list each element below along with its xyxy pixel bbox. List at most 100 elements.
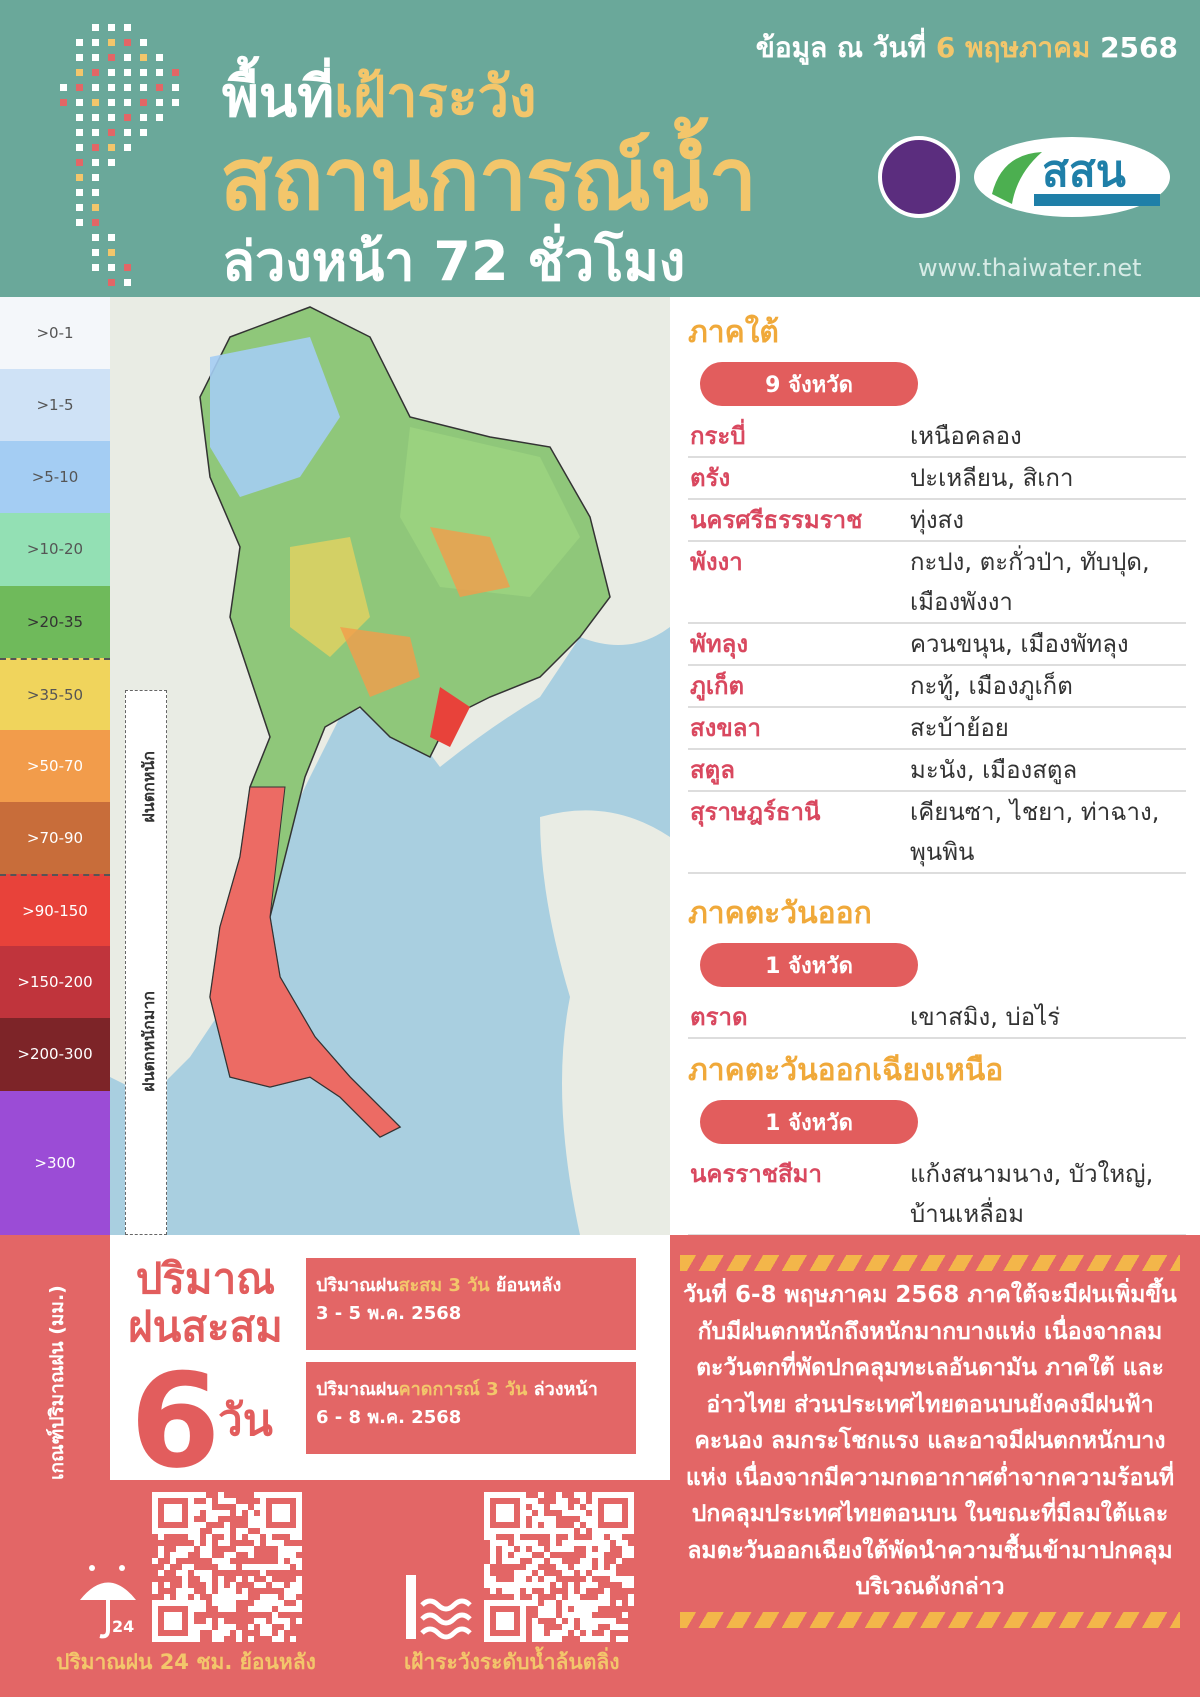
summary-text: วันที่ 6-8 พฤษภาคม 2568 ภาคใต้จะมีฝนเพิ่…	[683, 1282, 1177, 1600]
legend-band: >20-35	[0, 585, 110, 658]
region-heading: ภาคตะวันออก	[688, 896, 872, 931]
thailand-dot-map-icon	[60, 24, 179, 286]
district-list: ทุ่งสง	[910, 506, 964, 534]
page-title: สถานการณ์น้ำ	[220, 130, 757, 230]
province-row: นครศรีธรรมราช ทุ่งสง	[688, 500, 1186, 542]
box-date: 3 - 5 พ.ค. 2568	[316, 1303, 462, 1324]
rain-legend: >0-1 >1-5 >5-10 >10-20 >20-35 >35-50 >50-70 >70…	[0, 297, 110, 1235]
box-date: 6 - 8 พ.ค. 2568	[316, 1407, 462, 1428]
province-name: นครศรีธรรมราช	[690, 506, 863, 534]
box-text: ปริมาณฝน	[316, 1275, 399, 1296]
province-count-badge: 1 จังหวัด	[700, 943, 918, 987]
accum-days-unit: วัน	[218, 1395, 273, 1446]
province-row: สตูล มะนัง, เมืองสตูล	[688, 750, 1186, 792]
umbrella-rain-24-icon: 24	[80, 1565, 136, 1639]
district-list: มะนัง, เมืองสตูล	[910, 756, 1078, 784]
date-prefix: ข้อมูล ณ วันที่	[755, 31, 927, 64]
legend-band: >90-150	[0, 874, 110, 947]
district-list: สะบ้าย้อย	[910, 714, 1009, 742]
province-name: ภูเก็ต	[690, 672, 745, 700]
legend-band: >35-50	[0, 657, 110, 730]
heavy-rain-label: ฝนตกหนัก	[139, 751, 158, 823]
province-name: ตรัง	[690, 464, 731, 492]
legend-band: >200-300	[0, 1018, 110, 1091]
province-row: พัทลุง ควนขนุน, เมืองพัทลุง	[688, 624, 1186, 666]
accum-days: 6	[130, 1345, 221, 1497]
title-part: พื้นที่	[222, 65, 335, 130]
watch-area-list: ภาคใต้ 9 จังหวัดกระบี่ เหนือคลองตรัง ปะเหลี…	[670, 297, 1200, 1236]
website-link[interactable]: www.thaiwater.net	[918, 254, 1142, 282]
box-highlight: คาดการณ์ 3 วัน	[398, 1379, 528, 1400]
title-sub: ล่วงหน้า 72 ชั่วโมง	[222, 230, 686, 293]
heavy-rain-indicator: ฝนตกหนัก ฝนตกหนักมาก	[125, 690, 167, 1235]
district-list: ปะเหลียน, สิเกา	[910, 464, 1074, 492]
box-text: ล่วงหน้า	[533, 1379, 598, 1400]
date-highlight: 6 พฤษภาคม	[935, 31, 1091, 64]
province-name: สุราษฎร์ธานี	[690, 798, 821, 826]
accum-line2: ฝนสะสม	[128, 1302, 283, 1351]
legend-band: >300	[0, 1090, 110, 1235]
province-count-badge: 1 จังหวัด	[700, 1100, 918, 1144]
title-highlight: เฝ้าระวัง	[334, 65, 537, 130]
forecast-rain-box: ปริมาณฝนคาดการณ์ 3 วัน ล่วงหน้า 6 - 8 พ.ค…	[306, 1362, 636, 1454]
province-name: พัทลุง	[690, 630, 749, 658]
thailand-map	[110, 297, 670, 1235]
legend-band: >50-70	[0, 729, 110, 802]
district-list: กะทู้, เมืองภูเก็ต	[910, 672, 1073, 700]
box-text: ย้อนหลัง	[495, 1275, 562, 1296]
water-level-icon	[406, 1575, 472, 1640]
region-heading: ภาคตะวันออกเฉียงเหนือ	[688, 1053, 1004, 1088]
qr-caption-water: เฝ้าระวังระดับน้ำล้นตลิ่ง	[404, 1650, 620, 1674]
province-row: สงขลา สะบ้าย้อย	[688, 708, 1186, 750]
hii-logo: สสน	[974, 137, 1170, 217]
legend-band: >10-20	[0, 513, 110, 586]
legend-band: >0-1	[0, 297, 110, 370]
region-heading: ภาคใต้	[688, 315, 779, 350]
past-rain-box: ปริมาณฝนสะสม 3 วัน ย้อนหลัง 3 - 5 พ.ค. 25…	[306, 1258, 636, 1350]
province-count-badge: 9 จังหวัด	[700, 362, 918, 406]
qr-caption-rain: ปริมาณฝน 24 ชม. ย้อนหลัง	[56, 1650, 316, 1674]
box-text: ปริมาณฝน	[316, 1379, 399, 1400]
qr-code-rain-24h[interactable]	[152, 1492, 302, 1642]
province-row: นครราชสีมา แก้งสนามนาง, บัวใหญ่, บ้านเหลื…	[688, 1154, 1186, 1236]
district-list: เคียนซา, ไชยา, ท่าฉาง, พุนพิน	[910, 798, 1160, 866]
district-list: กะปง, ตะกั่วป่า, ทับปุด, เมืองพังงา	[910, 548, 1150, 616]
title-line1: พื้นที่เฝ้าระวัง	[222, 52, 536, 141]
svg-text:สสน: สสน	[1042, 146, 1126, 197]
legend-band: >5-10	[0, 441, 110, 514]
district-list: แก้งสนามนาง, บัวใหญ่, บ้านเหลื่อม	[910, 1160, 1154, 1228]
svg-text:24: 24	[112, 1617, 134, 1636]
district-list: เหนือคลอง	[910, 422, 1022, 450]
province-name: ตราด	[690, 1003, 748, 1031]
province-row: ภูเก็ต กะทู้, เมืองภูเก็ต	[688, 666, 1186, 708]
very-heavy-rain-label: ฝนตกหนักมาก	[139, 991, 158, 1092]
legend-band: >1-5	[0, 369, 110, 442]
province-row: ตราด เขาสมิง, บ่อไร่	[688, 997, 1186, 1039]
province-row: ตรัง ปะเหลียน, สิเกา	[688, 458, 1186, 500]
district-list: ควนขนุน, เมืองพัทลุง	[910, 630, 1129, 658]
legend-title: เกณฑ์ปริมาณฝน (มม.)	[46, 1285, 68, 1480]
hazard-stripe	[680, 1255, 1180, 1271]
province-name: นครราชสีมา	[690, 1160, 822, 1188]
district-list: เขาสมิง, บ่อไร่	[910, 1003, 1061, 1031]
province-row: พังงา กะปง, ตะกั่วป่า, ทับปุด, เมืองพังงา	[688, 542, 1186, 624]
legend-band: >150-200	[0, 946, 110, 1019]
province-name: สตูล	[690, 756, 735, 784]
accum-title: ปริมาณ ฝนสะสม	[128, 1255, 283, 1351]
rainfall-map	[110, 297, 670, 1235]
ministry-seal-logo	[878, 136, 960, 218]
data-date: ข้อมูล ณ วันที่ 6 พฤษภาคม 2568	[756, 26, 1178, 70]
header: พื้นที่เฝ้าระวัง สถานการณ์น้ำ ล่วงหน้า 7…	[0, 0, 1200, 297]
date-year: 2568	[1100, 31, 1178, 64]
box-highlight: สะสม 3 วัน	[398, 1275, 490, 1296]
hazard-stripe	[680, 1611, 1180, 1628]
province-row: กระบี่ เหนือคลอง	[688, 416, 1186, 458]
province-name: พังงา	[690, 548, 743, 576]
summary-panel: วันที่ 6-8 พฤษภาคม 2568 ภาคใต้จะมีฝนเพิ่…	[680, 1255, 1180, 1628]
province-name: สงขลา	[690, 714, 761, 742]
province-row: สุราษฎร์ธานี เคียนซา, ไชยา, ท่าฉาง, พุนพิ…	[688, 792, 1186, 874]
qr-code-water-level[interactable]	[484, 1492, 634, 1642]
accum-line1: ปริมาณ	[135, 1254, 276, 1303]
legend-band: >70-90	[0, 801, 110, 875]
province-name: กระบี่	[690, 422, 746, 450]
